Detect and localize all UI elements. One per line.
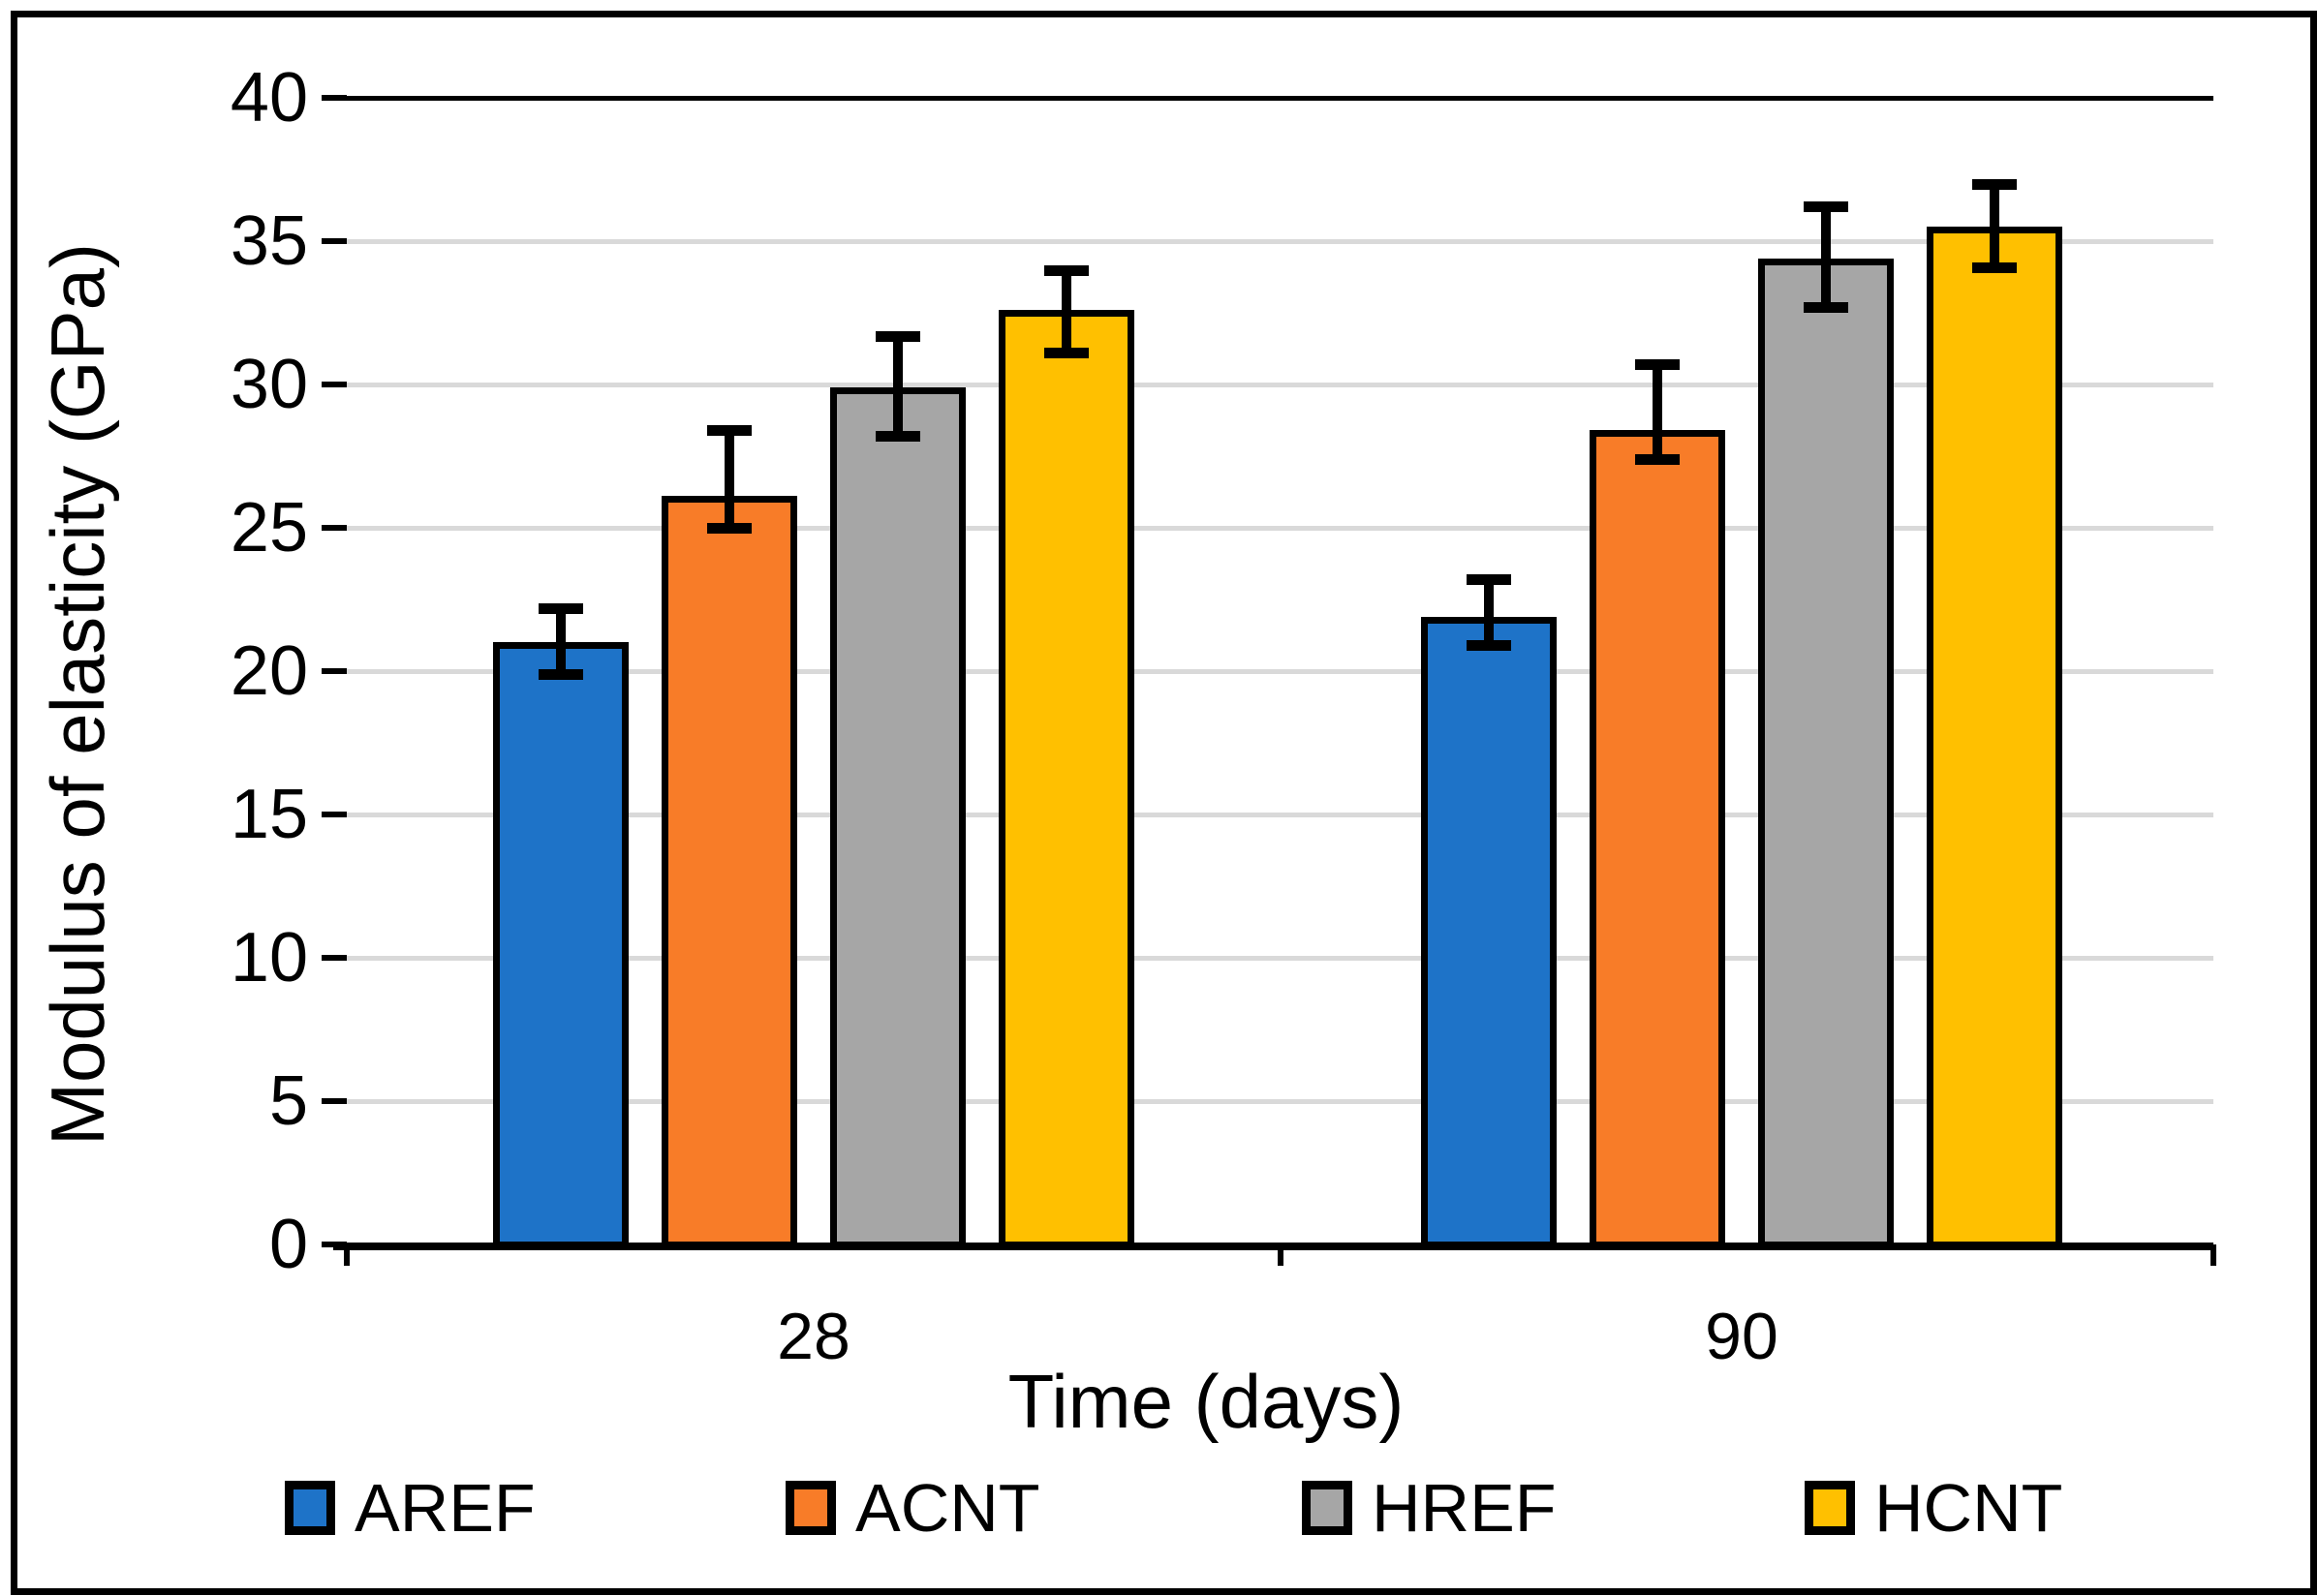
legend-item-HCNT: HCNT	[1805, 1474, 2062, 1542]
y-tick-label: 10	[230, 919, 308, 997]
y-tick-mark	[322, 955, 347, 961]
y-tick-mark	[322, 668, 347, 674]
gridline	[347, 669, 2213, 674]
x-tick-mark	[1278, 1244, 1283, 1266]
y-tick-label: 0	[268, 1206, 308, 1283]
x-axis-line	[333, 1243, 2213, 1250]
bar-AREF-28	[493, 642, 629, 1248]
x-tick-mark	[344, 1244, 350, 1266]
x-axis-title: Time (days)	[1007, 1359, 1405, 1444]
legend-swatch-HCNT	[1805, 1481, 1855, 1535]
error-bar-cap-top	[1044, 265, 1089, 276]
error-bar-line	[1821, 206, 1831, 307]
y-tick-label: 30	[230, 346, 308, 423]
error-bar-cap-bottom	[539, 669, 583, 680]
error-bar-line	[1062, 270, 1071, 353]
error-bar-line	[1484, 579, 1494, 645]
legend-swatch-HREF	[1302, 1481, 1352, 1535]
x-tick-mark	[2210, 1244, 2216, 1266]
y-tick-mark	[322, 382, 347, 387]
gridline	[347, 956, 2213, 961]
legend-item-ACNT: ACNT	[786, 1474, 1040, 1542]
error-bar-cap-top	[1467, 574, 1511, 585]
bar-HCNT-28	[999, 310, 1134, 1248]
y-tick-label: 5	[268, 1062, 308, 1140]
y-tick-mark	[322, 238, 347, 244]
bar-ACNT-90	[1590, 430, 1725, 1248]
gridline	[347, 1099, 2213, 1104]
error-bar-line	[556, 608, 566, 674]
legend-swatch-ACNT	[786, 1481, 836, 1535]
bar-HREF-28	[830, 387, 966, 1248]
y-axis-title: Modulus of elasticity (GPa)	[35, 243, 120, 1147]
legend-label-ACNT: ACNT	[855, 1470, 1040, 1546]
x-category-label: 28	[777, 1300, 850, 1373]
error-bar-cap-bottom	[1467, 640, 1511, 651]
y-tick-label: 20	[230, 632, 308, 710]
error-bar-line	[1653, 364, 1662, 459]
gridline	[347, 526, 2213, 531]
y-tick-mark	[322, 1098, 347, 1104]
error-bar-cap-bottom	[707, 523, 752, 534]
gridline	[347, 383, 2213, 387]
figure-frame	[11, 11, 2317, 1595]
error-bar-cap-top	[539, 603, 583, 614]
legend-label-HREF: HREF	[1372, 1470, 1557, 1546]
gridline	[347, 813, 2213, 817]
bar-AREF-90	[1421, 617, 1557, 1248]
legend-item-HREF: HREF	[1302, 1474, 1557, 1542]
error-bar-cap-top	[876, 331, 920, 342]
y-tick-mark	[322, 525, 347, 531]
error-bar-cap-bottom	[1804, 302, 1848, 313]
error-bar-line	[1990, 184, 1999, 267]
legend-item-AREF: AREF	[285, 1474, 536, 1542]
y-tick-label: 15	[230, 776, 308, 853]
error-bar-line	[893, 336, 903, 436]
bar-HCNT-90	[1927, 227, 2062, 1248]
legend: AREF ACNT HREF HCNT	[0, 1474, 2318, 1551]
error-bar-cap-bottom	[1972, 262, 2017, 273]
y-tick-mark	[322, 812, 347, 817]
legend-swatch-AREF	[285, 1481, 335, 1535]
error-bar-cap-bottom	[1044, 348, 1089, 358]
gridline	[347, 239, 2213, 244]
legend-label-AREF: AREF	[355, 1470, 536, 1546]
x-category-label: 90	[1705, 1300, 1778, 1373]
bar-ACNT-28	[662, 496, 797, 1248]
y-tick-label: 25	[230, 489, 308, 567]
legend-label-HCNT: HCNT	[1874, 1470, 2063, 1546]
error-bar-cap-top	[707, 425, 752, 436]
error-bar-cap-top	[1972, 179, 2017, 190]
plot-top-border	[322, 96, 2213, 101]
bar-HREF-90	[1758, 259, 1894, 1248]
error-bar-cap-bottom	[1635, 454, 1680, 465]
error-bar-cap-top	[1804, 201, 1848, 212]
error-bar-line	[725, 430, 734, 528]
error-bar-cap-bottom	[876, 431, 920, 442]
y-tick-label: 35	[230, 202, 308, 280]
y-tick-label: 40	[230, 59, 308, 137]
error-bar-cap-top	[1635, 359, 1680, 370]
